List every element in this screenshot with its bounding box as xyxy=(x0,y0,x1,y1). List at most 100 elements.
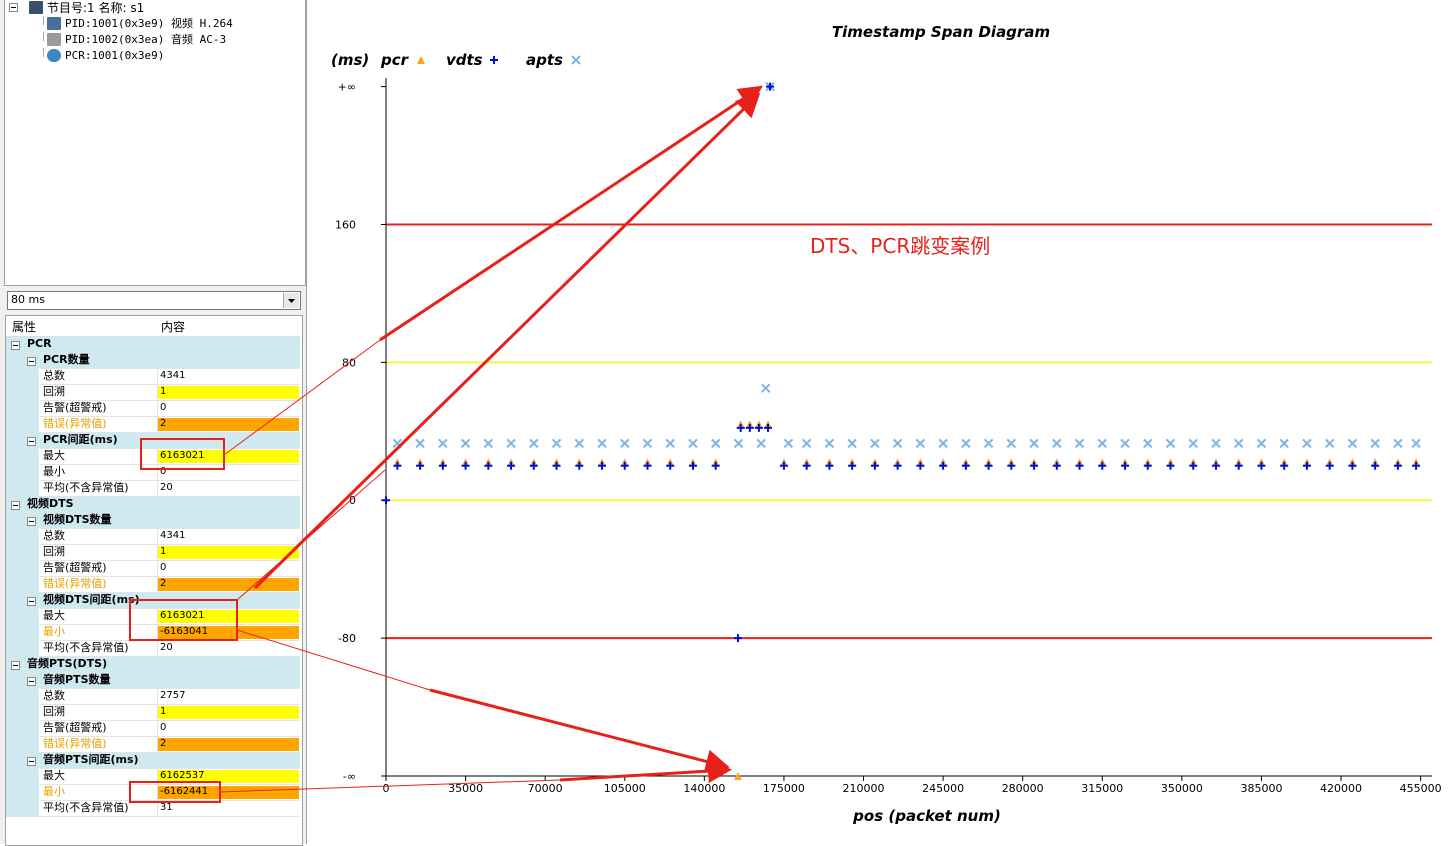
property-value-cell: -6162441 xyxy=(158,786,299,799)
grid-row: 平均(不含异常值) 20 xyxy=(6,641,300,657)
vdts-marker xyxy=(484,461,493,470)
indent-gutter xyxy=(6,721,39,737)
column-divider xyxy=(157,481,158,497)
expand-toggle[interactable] xyxy=(27,757,36,766)
property-label: 最小 xyxy=(43,625,65,638)
vdts-marker xyxy=(848,461,857,470)
threshold-dropdown[interactable]: 80 ms xyxy=(7,291,301,310)
program-tree: 节目号:1 名称: s1 PID:1001(0x3e9) 视频 H.264 PID:… xyxy=(4,0,306,286)
vdts-marker xyxy=(1371,461,1380,470)
expand-toggle[interactable] xyxy=(27,517,36,526)
tree-icon xyxy=(47,49,61,62)
group-label: 视频DTS数量 xyxy=(43,513,112,526)
property-value-cell: 2 xyxy=(158,578,299,591)
tree-icon xyxy=(29,1,43,14)
property-value: 6163021 xyxy=(160,450,205,461)
property-value: 4341 xyxy=(160,530,186,541)
tree-item[interactable]: 节目号:1 名称: s1 xyxy=(47,1,145,15)
column-divider xyxy=(157,529,158,545)
column-divider xyxy=(157,385,158,401)
apts-marker xyxy=(665,438,675,449)
apts-marker xyxy=(551,438,562,449)
x-tick-label: 315000 xyxy=(1081,782,1123,795)
expand-toggle[interactable] xyxy=(27,437,36,446)
apts-marker xyxy=(824,438,835,449)
column-divider xyxy=(157,577,158,593)
group-label: 音频PTS(DTS) xyxy=(27,657,108,670)
apts-marker xyxy=(983,438,994,449)
tree-connector xyxy=(43,16,44,25)
property-value: 6163021 xyxy=(160,610,205,621)
indent-gutter xyxy=(6,737,39,753)
property-value: -6163041 xyxy=(160,626,209,637)
dropdown-button[interactable] xyxy=(283,293,299,308)
apts-marker xyxy=(870,438,880,449)
column-divider xyxy=(157,769,158,785)
apts-marker xyxy=(1074,438,1085,449)
tree-item[interactable]: PID:1002(0x3ea) 音频 AC-3 xyxy=(65,33,227,46)
grid-row: PCR间距(ms) xyxy=(6,433,300,449)
column-divider xyxy=(157,401,158,417)
apts-marker xyxy=(761,383,771,393)
apts-marker xyxy=(529,438,539,449)
indent-gutter xyxy=(6,801,39,817)
vdts-marker xyxy=(461,461,470,470)
column-divider xyxy=(157,721,158,737)
apts-marker xyxy=(801,438,812,449)
apts-marker xyxy=(1370,438,1380,449)
y-tick-label: 160 xyxy=(335,218,356,231)
apts-marker xyxy=(1393,438,1403,449)
vdts-marker xyxy=(1393,461,1402,470)
tree-item[interactable]: PCR:1001(0x3e9) xyxy=(65,49,165,62)
apts-marker xyxy=(1411,438,1421,449)
vdts-marker xyxy=(779,461,788,470)
vdts-marker xyxy=(984,461,993,470)
vdts-marker xyxy=(802,461,811,470)
tree-item[interactable]: PID:1001(0x3e9) 视频 H.264 xyxy=(65,17,233,30)
indent-gutter xyxy=(6,561,39,577)
apts-marker xyxy=(597,438,607,449)
property-label: 错误(异常值) xyxy=(43,417,107,430)
y-tick-label: -∞ xyxy=(343,770,356,783)
expand-toggle[interactable] xyxy=(27,597,36,606)
property-value-cell: 20 xyxy=(158,642,299,655)
indent-gutter xyxy=(6,641,39,657)
expand-toggle[interactable] xyxy=(11,501,20,510)
y-tick-label: 0 xyxy=(349,494,356,507)
property-value-cell: 0 xyxy=(158,722,299,735)
expand-toggle[interactable] xyxy=(11,341,20,350)
vdts-marker xyxy=(745,423,754,432)
expand-toggle[interactable] xyxy=(27,677,36,686)
apts-marker xyxy=(1188,438,1198,449)
apts-marker xyxy=(506,438,516,449)
property-label: 平均(不含异常值) xyxy=(43,801,129,814)
property-label: 总数 xyxy=(43,689,65,702)
indent-gutter xyxy=(6,689,39,705)
apts-marker xyxy=(961,438,971,449)
property-value: 2757 xyxy=(160,690,186,701)
expand-toggle[interactable] xyxy=(9,3,18,12)
column-divider xyxy=(157,545,158,561)
indent-gutter xyxy=(6,385,39,401)
apts-marker xyxy=(460,438,471,449)
property-value-cell: 2 xyxy=(158,738,299,751)
grid-row: 最小 0 xyxy=(6,465,300,481)
property-label: 回溯 xyxy=(43,545,65,558)
x-tick-label: 210000 xyxy=(843,782,885,795)
expand-toggle[interactable] xyxy=(27,357,36,366)
vdts-marker xyxy=(1143,461,1152,470)
property-label: 回溯 xyxy=(43,385,65,398)
group-label: PCR xyxy=(27,337,52,350)
expand-toggle[interactable] xyxy=(11,661,20,670)
tree-icon xyxy=(47,33,61,46)
x-tick-label: 245000 xyxy=(922,782,964,795)
grid-row: 平均(不含异常值) 20 xyxy=(6,481,300,497)
property-value-cell: 6162537 xyxy=(158,770,299,783)
indent-gutter xyxy=(6,705,39,721)
grid-row: 最大 6163021 xyxy=(6,609,300,625)
grid-row: 最大 6163021 xyxy=(6,449,300,465)
property-value: 1 xyxy=(160,706,167,717)
chart-title: Timestamp Span Diagram xyxy=(832,23,1050,41)
property-value-cell: 0 xyxy=(158,562,299,575)
group-label: 视频DTS xyxy=(27,497,74,510)
